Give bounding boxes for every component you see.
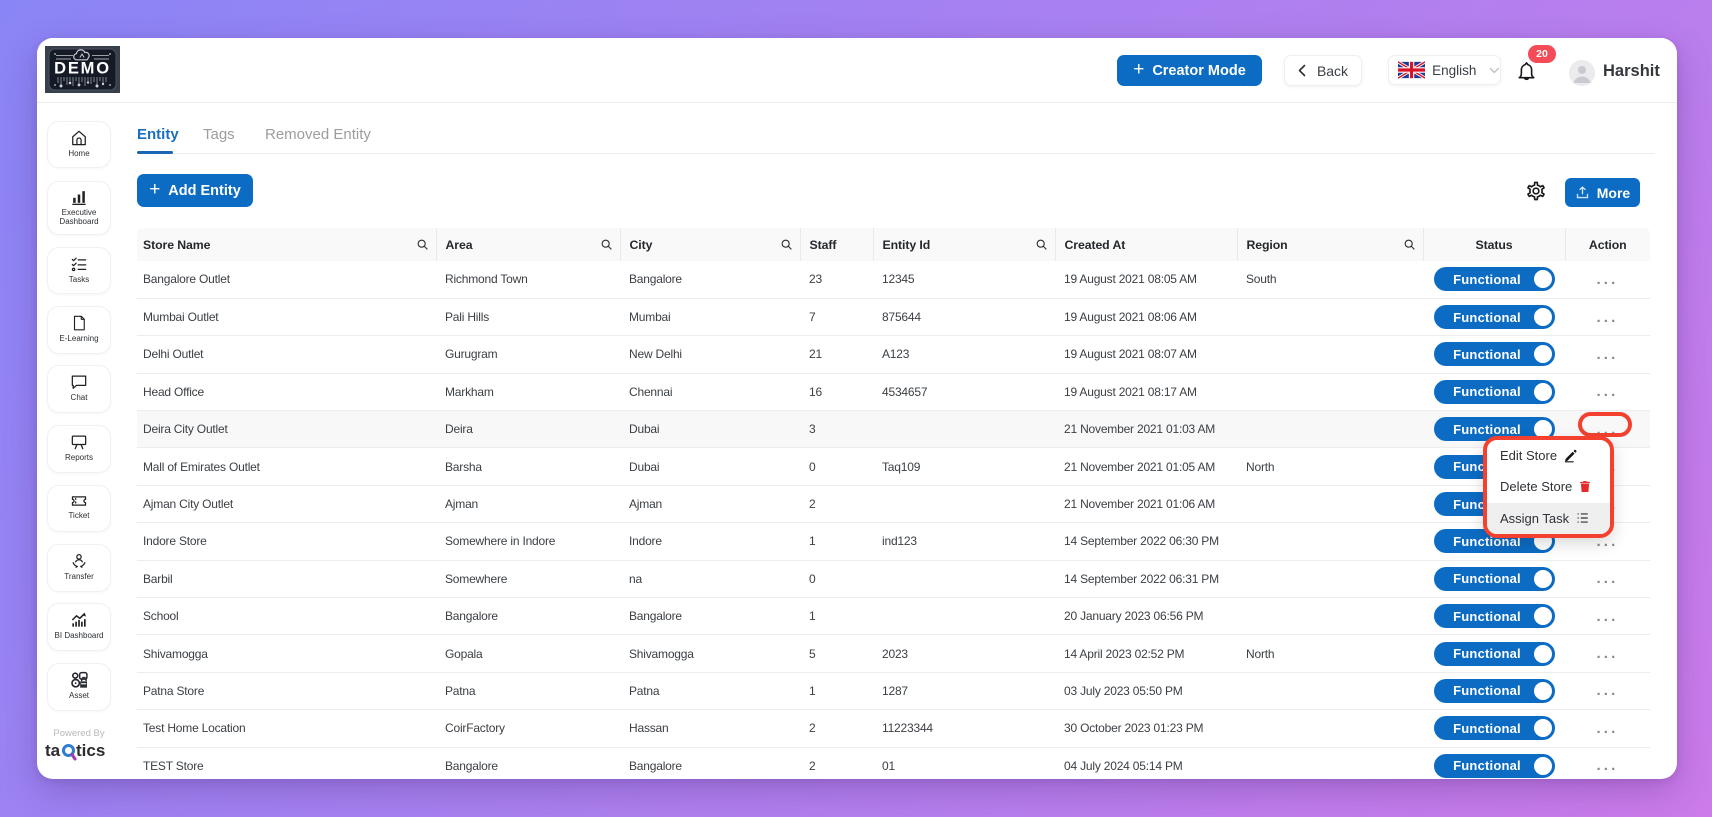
- svg-text:DEMO: DEMO: [54, 60, 111, 78]
- svg-text:ta: ta: [45, 741, 61, 760]
- svg-text:tics: tics: [76, 741, 105, 760]
